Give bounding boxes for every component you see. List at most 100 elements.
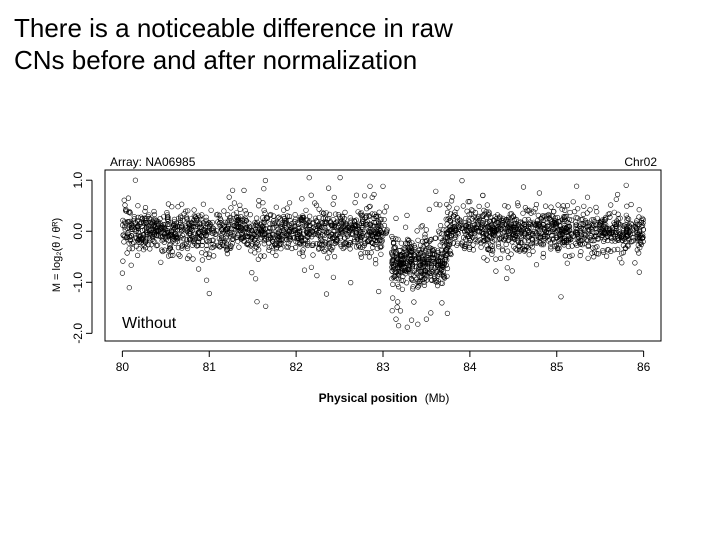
data-point <box>189 236 196 242</box>
x-axis-label-main: Physical position <box>319 391 418 405</box>
data-point <box>448 218 454 224</box>
data-point <box>334 237 340 243</box>
data-point <box>509 268 515 274</box>
data-point <box>254 215 260 221</box>
data-point <box>439 300 445 306</box>
data-point <box>615 237 621 243</box>
data-point <box>159 247 165 253</box>
data-point <box>299 196 305 202</box>
data-point <box>281 230 288 236</box>
data-point <box>358 254 365 260</box>
data-point <box>507 224 513 230</box>
data-point <box>365 238 371 244</box>
data-point <box>121 197 127 203</box>
data-point <box>433 270 439 276</box>
data-point <box>286 235 292 241</box>
data-point <box>228 205 234 211</box>
data-point <box>283 225 289 231</box>
data-point <box>261 207 267 213</box>
data-point <box>270 249 276 255</box>
data-point <box>422 268 428 274</box>
data-point <box>471 214 477 220</box>
data-point <box>484 202 490 208</box>
data-point <box>342 244 348 250</box>
data-point <box>429 248 435 254</box>
data-point <box>261 253 267 259</box>
data-point <box>482 237 488 243</box>
data-point <box>163 236 169 242</box>
data-point <box>398 240 404 246</box>
data-point <box>460 203 466 209</box>
data-point <box>603 230 609 236</box>
data-point <box>403 224 409 230</box>
data-point <box>320 210 327 216</box>
data-point <box>484 243 490 249</box>
data-point <box>611 247 617 253</box>
data-point <box>120 258 126 264</box>
data-point <box>142 208 148 214</box>
data-point <box>209 219 215 226</box>
data-point <box>241 238 247 244</box>
data-point <box>125 195 131 201</box>
data-point <box>178 235 184 241</box>
data-point <box>577 252 583 259</box>
data-point <box>177 217 183 223</box>
data-point <box>463 216 469 222</box>
data-point <box>422 275 428 282</box>
data-point <box>133 235 139 241</box>
data-point <box>444 201 450 208</box>
data-point <box>560 225 566 231</box>
data-point <box>553 242 560 248</box>
data-point <box>606 211 613 217</box>
data-point <box>578 222 584 228</box>
data-point <box>636 207 642 213</box>
data-point <box>139 215 145 221</box>
x-tick-label: 84 <box>463 360 477 374</box>
data-point <box>235 238 241 244</box>
data-point <box>303 222 309 228</box>
data-point <box>126 240 132 246</box>
data-point <box>326 240 333 246</box>
data-point <box>206 251 212 257</box>
data-point <box>199 212 205 218</box>
data-point <box>587 207 593 213</box>
data-point <box>168 232 174 238</box>
data-point <box>591 217 597 223</box>
data-point <box>155 219 161 225</box>
data-point <box>210 230 216 236</box>
data-point <box>573 222 580 228</box>
data-point <box>412 256 418 262</box>
data-point <box>268 211 274 218</box>
outlier-point <box>376 288 382 295</box>
data-point <box>582 232 588 238</box>
data-point <box>519 239 525 246</box>
data-point <box>342 235 348 241</box>
data-point <box>470 247 477 253</box>
data-point <box>176 215 182 221</box>
data-point <box>470 223 476 229</box>
data-point <box>175 204 181 210</box>
data-point <box>255 256 261 262</box>
data-point <box>283 221 289 227</box>
data-point <box>408 272 414 278</box>
data-point <box>348 217 354 223</box>
data-point <box>223 235 229 241</box>
data-point <box>444 209 451 215</box>
data-point <box>518 233 524 239</box>
plot-frame <box>104 169 662 342</box>
data-point <box>257 236 263 242</box>
data-point <box>270 218 277 224</box>
data-point <box>219 242 225 248</box>
data-point <box>128 262 134 268</box>
data-point <box>465 199 471 205</box>
data-point <box>127 210 133 216</box>
data-point <box>337 175 343 181</box>
data-point <box>281 215 287 221</box>
data-point <box>326 185 332 191</box>
data-point <box>264 215 271 222</box>
data-point <box>423 248 429 254</box>
x-axis: 80 81 82 83 84 85 86 <box>116 350 651 374</box>
data-point <box>200 201 206 207</box>
data-point <box>378 223 384 229</box>
data-point <box>126 285 132 291</box>
